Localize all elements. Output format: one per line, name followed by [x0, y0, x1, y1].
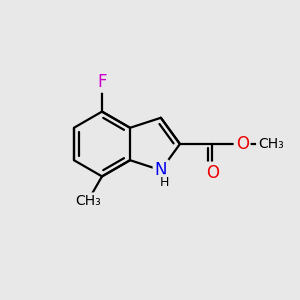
Text: H: H [160, 176, 170, 189]
Text: N: N [154, 161, 167, 179]
Text: CH₃: CH₃ [258, 137, 284, 151]
Text: O: O [206, 164, 219, 181]
Text: O: O [236, 135, 249, 153]
Text: CH₃: CH₃ [75, 194, 100, 208]
Text: F: F [97, 73, 107, 91]
